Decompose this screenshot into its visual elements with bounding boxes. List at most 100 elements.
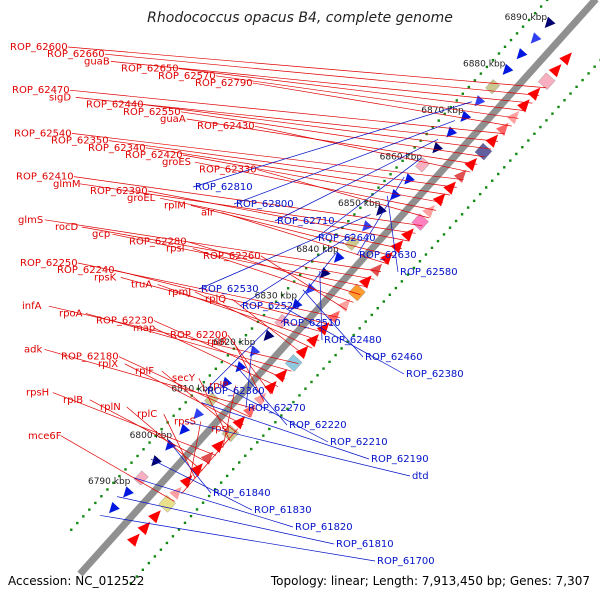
- tick-dot: [329, 240, 332, 243]
- forward-gene-label: ROP_62240: [57, 265, 115, 276]
- forward-leader-line: [190, 205, 395, 257]
- reverse-gene-label: ROP_62640: [318, 233, 376, 244]
- forward-gene-label: ROP_62420: [125, 150, 183, 161]
- forward-gene-label: ROP_62390: [90, 186, 148, 197]
- tick-dot: [377, 186, 380, 189]
- forward-gene-label: rplC: [137, 409, 157, 420]
- reverse-leader-line: [285, 308, 405, 375]
- tick-dot: [430, 246, 434, 250]
- tick-dot: [129, 582, 132, 585]
- tick-dot: [491, 179, 494, 182]
- tick-dot: [280, 414, 283, 417]
- accession-label: Accession: NC_012522: [8, 574, 145, 588]
- tick-dot: [569, 92, 572, 95]
- tick-dot: [317, 253, 320, 256]
- forward-gene-label: ROP_62330: [199, 164, 257, 175]
- forward-gene-label: gcp: [92, 229, 110, 240]
- tick-dot: [533, 132, 536, 135]
- forward-gene-label: ROP_62250: [20, 258, 78, 269]
- forward-leader-line: [186, 118, 478, 165]
- tick-dot: [256, 441, 259, 444]
- tick-dot: [400, 280, 404, 283]
- forward-gene-label: groES: [162, 157, 191, 168]
- tick-dot: [159, 548, 163, 551]
- forward-leader-line: [60, 435, 175, 502]
- tick-dot: [454, 219, 458, 223]
- forward-gene-label: ROP_62440: [86, 100, 144, 111]
- forward-gene-label: ROP_62280: [129, 236, 187, 247]
- reverse-gene-block: [485, 79, 501, 95]
- tick-dot: [341, 226, 344, 230]
- tick-dot: [478, 192, 482, 196]
- tick-dot: [153, 555, 157, 558]
- tick-dot: [539, 125, 542, 129]
- reverse-leader-line: [218, 383, 329, 443]
- tick-dot: [148, 441, 151, 444]
- forward-gene-label: rocD: [55, 222, 79, 233]
- tick-dot: [136, 454, 139, 458]
- reverse-gene-arrow: [179, 423, 190, 435]
- forward-gene-block: [284, 354, 303, 372]
- forward-gene-arrow: [232, 416, 246, 430]
- tick-dot: [389, 173, 392, 176]
- tick-dot: [466, 206, 470, 209]
- tick-dot: [359, 206, 362, 209]
- reverse-leader-line: [184, 421, 411, 477]
- forward-gene-label: ROP_62550: [123, 107, 181, 118]
- tick-dot: [581, 78, 584, 82]
- tick-dot: [311, 260, 314, 263]
- reverse-leader-line: [201, 402, 370, 460]
- tick-dot: [213, 488, 217, 491]
- tick-dot: [160, 427, 163, 431]
- forward-leader-line: [108, 140, 457, 188]
- reverse-gene-arrow: [263, 329, 275, 341]
- forward-leader-line: [178, 68, 526, 112]
- tick-dot: [551, 112, 554, 115]
- forward-gene-label: alr: [201, 208, 215, 219]
- kbp-tick-label: 6850 kbp: [338, 199, 381, 209]
- reverse-leader-line: [198, 214, 371, 290]
- forward-gene-label: ROP_62350: [51, 136, 109, 147]
- tick-dot: [172, 414, 175, 417]
- tick-dot: [382, 300, 385, 303]
- reverse-leader-line: [167, 439, 212, 494]
- forward-gene-label: rplQ: [205, 294, 226, 305]
- forward-gene-label: adk: [24, 344, 42, 355]
- tick-dot: [455, 99, 458, 102]
- forward-gene-label: sigD: [49, 92, 71, 103]
- forward-gene-arrow: [253, 392, 267, 406]
- reverse-gene-arrow: [235, 361, 247, 373]
- tick-dot: [467, 85, 471, 89]
- forward-gene-label: groEL: [127, 193, 156, 204]
- tick-dot: [250, 447, 253, 451]
- forward-gene-label: ROP_62430: [197, 121, 255, 132]
- reverse-leader-line: [239, 233, 354, 307]
- forward-gene-label: ROP_62600: [10, 42, 68, 53]
- tick-dot: [395, 166, 398, 169]
- forward-gene-arrow: [401, 228, 414, 242]
- tick-dot: [118, 474, 121, 478]
- forward-gene-arrow: [359, 275, 372, 289]
- forward-leader-line: [126, 406, 203, 472]
- forward-gene-arrow: [443, 181, 456, 195]
- tick-dot: [94, 501, 97, 505]
- tick-dot: [503, 45, 507, 48]
- tick-dot: [557, 105, 560, 109]
- tick-dot: [274, 300, 278, 303]
- tick-dot: [376, 306, 379, 310]
- tick-dot: [292, 400, 295, 404]
- forward-gene-block: [411, 213, 429, 231]
- tick-dot: [207, 494, 211, 498]
- tick-dot: [112, 481, 115, 485]
- reverse-gene-arrow: [291, 298, 303, 310]
- tick-dot: [184, 401, 187, 404]
- forward-leader-line: [186, 241, 361, 295]
- forward-leader-line: [222, 385, 237, 448]
- forward-gene-label: rpsS: [174, 416, 196, 427]
- tick-dot: [323, 246, 326, 250]
- reverse-gene-arrow: [319, 267, 331, 279]
- reverse-gene-label: ROP_62510: [283, 318, 341, 329]
- forward-leader-line: [114, 269, 333, 326]
- tick-dot: [225, 474, 229, 478]
